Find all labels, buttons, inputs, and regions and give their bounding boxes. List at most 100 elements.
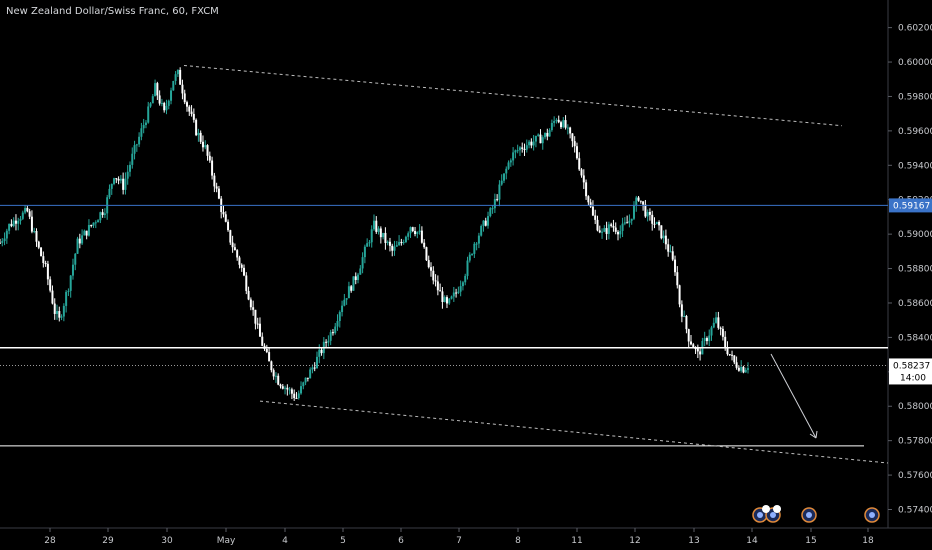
candle-body <box>733 355 736 363</box>
time-axis[interactable]: 28 29 30 May 4 5 6 7 8 11 12 13 14 15 18 <box>44 528 874 546</box>
candle-body <box>544 132 547 138</box>
candle-body <box>377 228 380 232</box>
candle-body <box>343 299 346 306</box>
flag-icon-core <box>869 512 875 518</box>
x-tick-label: May <box>217 536 236 546</box>
candle-body <box>274 375 277 377</box>
candle-body <box>721 328 724 337</box>
candle-body <box>336 321 339 327</box>
candle-body <box>42 256 45 264</box>
candle-body <box>719 327 722 329</box>
candle-body <box>272 370 275 377</box>
candle-body <box>731 354 734 356</box>
candle-body <box>247 290 250 300</box>
x-tick-label: 4 <box>282 536 288 546</box>
candle-body <box>179 69 182 85</box>
candle-body <box>384 232 387 243</box>
event-count-icon <box>762 505 770 513</box>
candle-body <box>350 286 353 291</box>
candle-body <box>744 369 747 373</box>
candle-body <box>416 231 419 235</box>
x-tick-label: 12 <box>629 536 640 546</box>
candle-body <box>94 222 97 224</box>
candle-body <box>662 235 665 239</box>
candle-body <box>436 281 439 291</box>
x-tick-label: 29 <box>102 536 114 546</box>
projection-arrow <box>770 353 817 439</box>
candle-body <box>21 212 24 219</box>
candle-body <box>594 215 597 220</box>
candle-body <box>626 222 629 224</box>
candle-body <box>404 236 407 243</box>
candle-body <box>19 218 22 221</box>
candle-body <box>373 220 375 230</box>
candle-body <box>352 276 355 291</box>
candle-body <box>655 221 658 225</box>
y-tick-label: 0.59800 <box>898 92 932 102</box>
candle-body <box>430 267 433 271</box>
candle-body <box>26 208 29 212</box>
candle-body <box>710 327 713 336</box>
candle-body <box>135 144 138 146</box>
candle-body <box>197 132 200 136</box>
candle-body <box>541 137 544 144</box>
candle-body <box>126 171 129 179</box>
candle-body <box>345 298 348 300</box>
candle-body <box>174 74 177 81</box>
candle-body <box>78 238 81 244</box>
candle-body <box>243 267 246 276</box>
candle-body <box>573 141 576 147</box>
candle-body <box>297 393 300 399</box>
candle-body <box>596 219 599 231</box>
candle-body <box>229 230 232 243</box>
candle-body <box>252 307 255 310</box>
y-tick-label: 0.58800 <box>898 265 932 275</box>
candle-body <box>1 241 4 243</box>
candle-body <box>496 199 499 201</box>
price-badges: 0.59167 0.58237 14:00 <box>752 198 932 523</box>
y-tick-label: 0.58000 <box>898 402 932 412</box>
candle-body <box>557 119 560 123</box>
x-tick-label: 5 <box>340 536 346 546</box>
candle-body <box>122 178 125 190</box>
candle-body <box>327 340 330 343</box>
candle-body <box>17 220 20 224</box>
y-tick-label: 0.60000 <box>898 58 932 68</box>
candle-body <box>320 349 323 354</box>
candle-body <box>92 222 95 226</box>
candle-body <box>293 393 296 399</box>
price-axis[interactable]: 0.574000.576000.578000.580000.582000.584… <box>888 24 932 516</box>
candle-body <box>432 270 435 281</box>
last-price-badge <box>889 358 932 385</box>
candle-body <box>167 100 170 106</box>
candle-body <box>60 316 63 318</box>
candle-body <box>256 323 259 325</box>
candle-body <box>144 122 147 126</box>
candle-body <box>448 298 451 304</box>
candle-body <box>735 362 738 368</box>
candle-body <box>491 208 494 210</box>
candle-body <box>163 103 166 111</box>
candle-body <box>85 230 88 236</box>
candle-body <box>642 201 645 205</box>
candle-body <box>678 285 681 305</box>
candle-body <box>300 386 303 394</box>
candle-body <box>471 253 474 255</box>
candle-body <box>231 242 234 248</box>
x-tick-label: 30 <box>161 536 173 546</box>
candle-body <box>56 311 59 314</box>
candle-body <box>286 387 289 390</box>
candle-body <box>49 279 52 291</box>
candle-body <box>414 231 417 235</box>
candle-body <box>338 312 341 322</box>
candle-body <box>138 136 141 145</box>
candle-body <box>423 242 426 248</box>
candle-body <box>224 214 227 222</box>
candle-body <box>176 69 179 75</box>
candle-body <box>131 153 134 165</box>
candle-body <box>5 230 8 239</box>
candle-body <box>450 296 453 299</box>
candle-body <box>154 83 157 97</box>
candle-body <box>637 197 640 201</box>
